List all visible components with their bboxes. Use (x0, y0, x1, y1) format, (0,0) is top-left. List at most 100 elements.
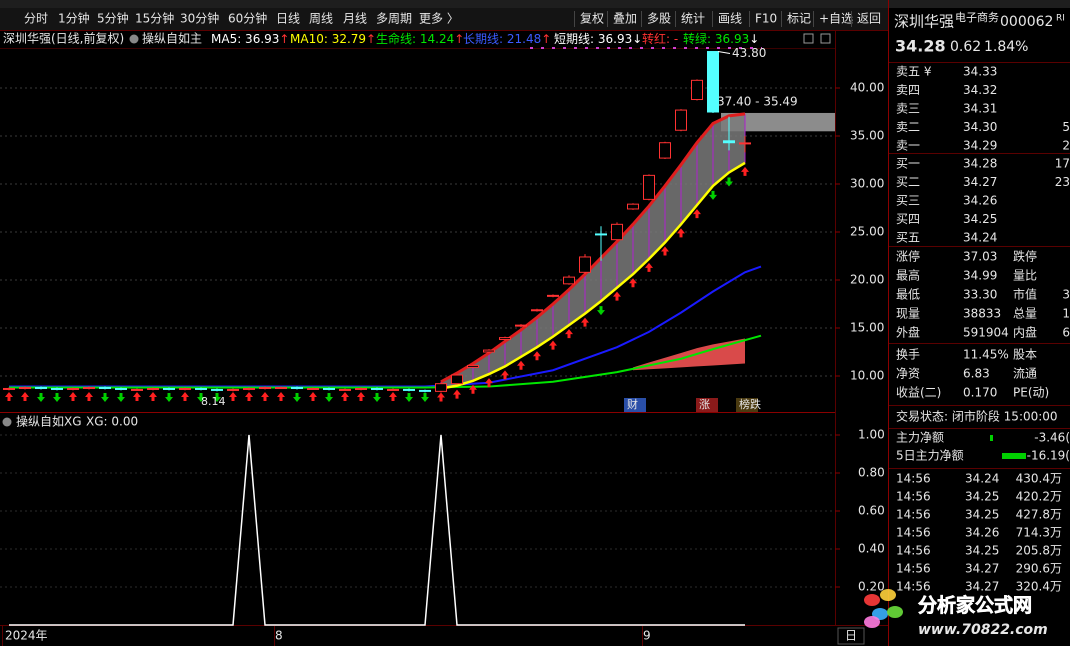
signal-arrow (645, 262, 653, 272)
period-button[interactable]: 周线 (309, 12, 333, 26)
tool-button[interactable]: F10 (755, 12, 777, 26)
y-tick-label: 0.40 (858, 542, 885, 556)
window-button[interactable] (803, 33, 814, 44)
y-tick-label: 0.20 (858, 580, 885, 594)
book-price: 34.32 (963, 83, 997, 97)
candle-body (3, 387, 15, 390)
trade-price: 34.27 (965, 580, 999, 594)
event-badge[interactable]: 财 (627, 397, 638, 411)
legend-item: 转红: - (642, 31, 678, 46)
stat-value: 34.99 (963, 269, 997, 283)
signal-arrow (389, 392, 397, 401)
book-label: 卖一 (896, 139, 920, 153)
period-button[interactable]: 日线 (276, 12, 300, 26)
legend-text: 转红: - (642, 31, 678, 46)
tool-button[interactable]: 返回 (857, 12, 881, 26)
candle-body (147, 387, 159, 390)
trade-volume: 427.8万 (1016, 508, 1062, 522)
change-pct: 1.84% (984, 39, 1028, 55)
candle-body (83, 387, 95, 390)
period-button[interactable]: 5分钟 (97, 11, 129, 26)
signal-arrow (293, 393, 301, 402)
period-button[interactable]: 60分钟 (228, 11, 267, 26)
candle-body (483, 349, 495, 353)
period-button[interactable]: 1分钟 (58, 11, 90, 26)
stock-code: 000062 (1000, 14, 1053, 30)
signal-arrow (453, 389, 461, 399)
legend-item: MA10: 32.79↑ (290, 32, 376, 46)
book-label: 卖二 (896, 120, 920, 134)
y-tick-label: 35.00 (850, 129, 884, 143)
signal-arrow (213, 393, 221, 402)
trade-price: 34.24 (965, 472, 999, 486)
tool-button[interactable]: 多股 (647, 12, 671, 26)
signal-arrow (725, 177, 733, 187)
candle-body (691, 79, 703, 101)
candle-body (547, 294, 559, 297)
flag: RI (1056, 14, 1065, 24)
signal-arrow (277, 392, 285, 401)
tool-button[interactable]: +自选 (819, 12, 853, 26)
event-badge[interactable]: 榜跌 (739, 397, 761, 411)
signal-arrow (181, 392, 189, 401)
period-button[interactable]: 30分钟 (180, 11, 219, 26)
candle-body (499, 337, 511, 341)
tool-button[interactable]: 叠加 (613, 12, 637, 26)
candle-body (243, 387, 255, 390)
indicator-name: 操纵自如主 (142, 31, 202, 46)
tool-button[interactable]: 标记 (787, 12, 811, 26)
candle-body (163, 387, 175, 390)
signal-arrow (85, 392, 93, 401)
period-button[interactable]: 多周期 (376, 12, 412, 26)
event-badge[interactable]: 涨 (699, 398, 710, 411)
trade-price: 34.25 (965, 544, 999, 558)
candle-body (227, 388, 239, 391)
tool-button[interactable]: 复权 (580, 12, 604, 26)
book-label: 卖四 (896, 83, 920, 97)
period-button[interactable]: 分时 (24, 12, 48, 26)
window-button[interactable] (820, 33, 831, 44)
candle-body (531, 309, 543, 312)
trade-time: 14:56 (896, 544, 931, 558)
candle-body (211, 388, 223, 391)
tool-button[interactable]: 画线 (718, 12, 742, 26)
signal-arrow (149, 392, 157, 401)
y-tick-label: 1.00 (858, 428, 885, 442)
period-button[interactable]: 月线 (343, 12, 367, 26)
signal-arrow (405, 393, 413, 402)
tool-button[interactable]: 统计 (681, 12, 705, 26)
candle-body (515, 324, 527, 327)
stat-value: 6 (1062, 326, 1070, 340)
trade-time: 14:56 (896, 526, 931, 540)
signal-arrow (485, 378, 493, 388)
signal-arrow (309, 392, 317, 401)
stat-label: 总量 (1013, 307, 1037, 321)
signal-arrow (469, 384, 477, 394)
legend-arrow: ↑ (366, 32, 376, 46)
stat-value: 38833 (963, 307, 1001, 321)
stat-label: 最高 (896, 268, 920, 283)
book-price: 34.24 (963, 231, 997, 245)
period-button[interactable]: 15分钟 (135, 11, 174, 26)
signal-arrow (101, 393, 109, 402)
legend-text: MA10: 32.79 (290, 32, 366, 46)
candle-body (467, 364, 479, 368)
stat-value: 6.83 (963, 367, 990, 381)
channel-lower (440, 161, 746, 390)
x-tick-label: 8 (275, 629, 283, 643)
signal-arrow (533, 351, 541, 361)
candle-body (723, 140, 735, 144)
trade-price: 34.25 (965, 508, 999, 522)
signal-arrow (629, 278, 637, 288)
legend-arrow: ↑ (454, 32, 464, 46)
book-price: 34.27 (963, 175, 997, 189)
zone-label: 37.40 - 35.49 (717, 94, 798, 108)
stat-label: 涨停 (896, 249, 920, 264)
signal-arrow (693, 209, 701, 219)
period-button[interactable]: 更多 〉 (419, 12, 459, 26)
signal-arrow (501, 370, 509, 380)
period-toggle[interactable]: 日 (845, 629, 857, 643)
indicator-icon (129, 34, 139, 44)
